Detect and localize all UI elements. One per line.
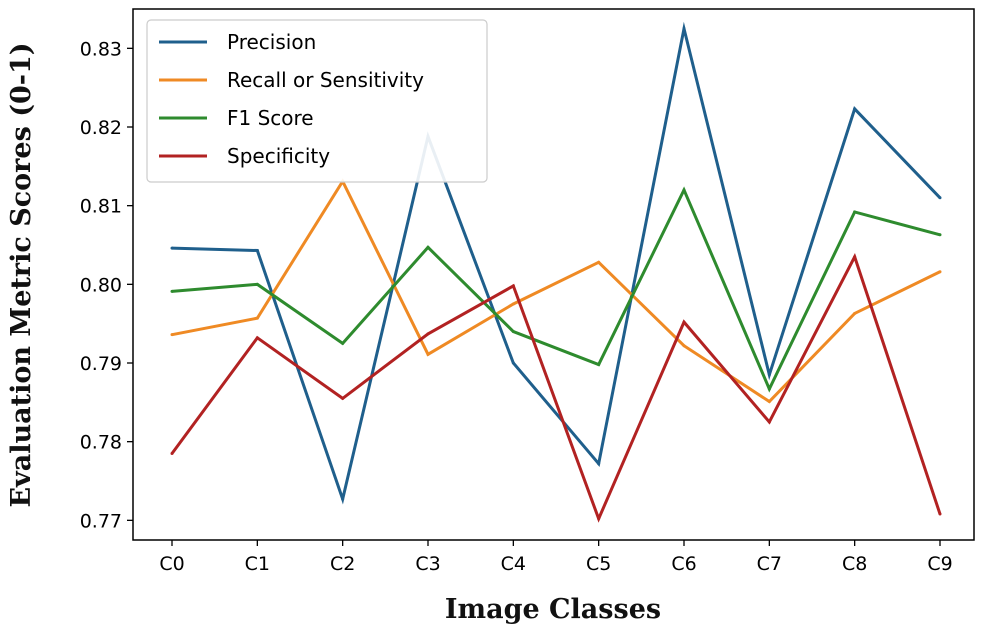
series-line-specificity xyxy=(170,252,942,523)
data-point-precision xyxy=(938,196,942,200)
y-tick-label: 0.81 xyxy=(80,196,122,218)
data-point-f1-score xyxy=(170,289,174,293)
series-line-precision xyxy=(171,21,942,505)
data-point-precision xyxy=(682,27,686,31)
data-point-recall-or-sensitivity xyxy=(426,352,430,356)
series-line-f1-score xyxy=(171,186,941,393)
legend-box xyxy=(146,19,488,183)
legend-label: F1 Score xyxy=(227,106,314,130)
data-point-recall-or-sensitivity xyxy=(682,344,686,348)
x-tick-label: C7 xyxy=(757,553,782,575)
data-point-f1-score xyxy=(511,330,515,334)
data-point-specificity xyxy=(767,420,771,424)
data-point-recall-or-sensitivity xyxy=(853,311,857,315)
data-point-specificity xyxy=(170,451,174,455)
data-point-recall-or-sensitivity xyxy=(511,302,515,306)
data-point-f1-score xyxy=(426,245,430,249)
data-point-precision xyxy=(511,361,515,365)
plot-area-frame xyxy=(132,8,975,541)
data-point-specificity xyxy=(853,255,857,259)
y-tick-label: 0.78 xyxy=(80,432,122,454)
data-point-precision xyxy=(255,249,259,253)
data-point-precision xyxy=(170,246,174,250)
data-point-f1-score xyxy=(767,387,771,391)
data-point-precision xyxy=(597,462,601,466)
x-axis-title: Image Classes xyxy=(445,594,661,625)
x-axis: C0 C1 C2 C3 C4 C5 C6 C7 C8 C9 xyxy=(159,540,953,575)
legend-label: Precision xyxy=(227,30,316,54)
x-tick-label: C4 xyxy=(501,553,526,575)
series-lines xyxy=(170,21,942,523)
series-line-recall-or-sensitivity xyxy=(171,178,941,404)
x-tick-label: C3 xyxy=(415,553,440,575)
y-tick-label: 0.77 xyxy=(80,510,122,532)
data-point-recall-or-sensitivity xyxy=(255,316,259,320)
x-tick-label: C1 xyxy=(245,553,270,575)
data-point-precision xyxy=(853,107,857,111)
y-axis: 0.77 0.78 0.79 0.80 0.81 0.82 0.83 xyxy=(80,38,133,532)
data-point-specificity xyxy=(341,396,345,400)
data-point-recall-or-sensitivity xyxy=(767,400,771,404)
legend: Precision Recall or Sensitivity F1 Score Sp… xyxy=(146,19,488,183)
x-tick-label: C2 xyxy=(330,553,355,575)
data-point-recall-or-sensitivity xyxy=(170,333,174,337)
data-point-specificity xyxy=(511,284,515,288)
data-point-specificity xyxy=(682,320,686,324)
data-point-specificity xyxy=(597,517,601,521)
x-tick-label: C6 xyxy=(671,553,696,575)
data-point-recall-or-sensitivity xyxy=(597,260,601,264)
x-tick-label: C9 xyxy=(927,553,952,575)
data-point-f1-score xyxy=(682,188,686,192)
data-point-recall-or-sensitivity xyxy=(938,270,942,274)
y-tick-label: 0.83 xyxy=(80,38,122,60)
x-tick-label: C8 xyxy=(842,553,867,575)
legend-label: Specificity xyxy=(227,144,330,168)
y-tick-label: 0.79 xyxy=(80,353,122,375)
data-point-specificity xyxy=(426,332,430,336)
legend-label: Recall or Sensitivity xyxy=(227,68,424,92)
data-point-f1-score xyxy=(853,210,857,214)
data-point-f1-score xyxy=(938,233,942,237)
data-point-f1-score xyxy=(255,282,259,286)
data-point-f1-score xyxy=(341,341,345,345)
data-point-f1-score xyxy=(597,363,601,367)
data-point-precision xyxy=(341,497,345,501)
x-tick-label: C0 xyxy=(159,553,184,575)
y-axis-title: Evaluation Metric Scores (0-1) xyxy=(6,42,37,507)
data-point-specificity xyxy=(938,512,942,516)
data-point-precision xyxy=(767,373,771,377)
data-point-specificity xyxy=(255,336,259,340)
y-tick-label: 0.82 xyxy=(80,117,122,139)
y-tick-label: 0.80 xyxy=(80,274,122,296)
x-tick-label: C5 xyxy=(586,553,611,575)
